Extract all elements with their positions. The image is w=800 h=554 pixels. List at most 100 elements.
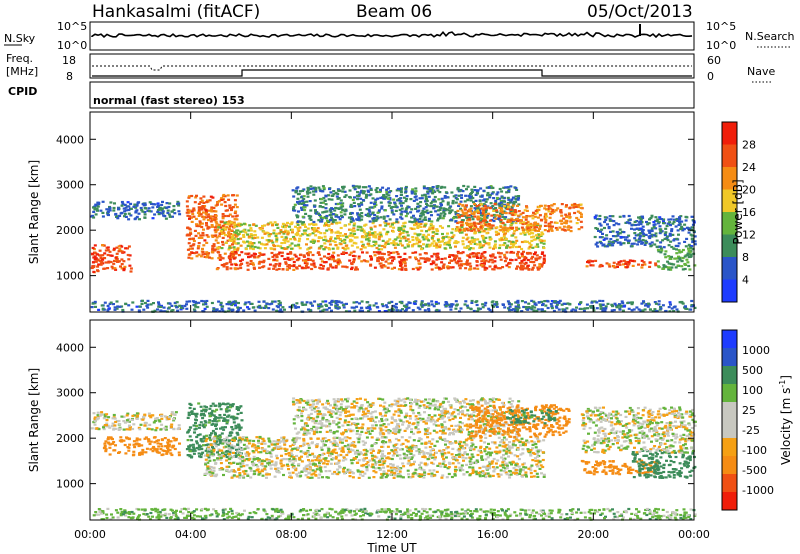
heatmap-cell bbox=[405, 195, 409, 198]
heatmap-cell bbox=[217, 257, 221, 260]
heatmap-cell bbox=[652, 221, 656, 224]
heatmap-cell bbox=[618, 307, 622, 310]
heatmap-cell bbox=[502, 210, 506, 213]
heatmap-cell bbox=[412, 190, 416, 193]
heatmap-cell bbox=[536, 245, 540, 248]
heatmap-cell bbox=[334, 191, 338, 194]
heatmap-cell bbox=[387, 262, 391, 265]
heatmap-cell bbox=[515, 228, 519, 232]
heatmap-cell bbox=[489, 254, 493, 257]
heatmap-cell bbox=[427, 307, 431, 311]
heatmap-cell bbox=[530, 268, 534, 271]
heatmap-cell bbox=[624, 262, 628, 265]
heatmap-cell bbox=[491, 474, 495, 477]
heatmap-cell bbox=[493, 256, 497, 259]
heatmap-cell bbox=[313, 240, 316, 243]
heatmap-cell bbox=[349, 232, 353, 235]
heatmap-cell bbox=[462, 213, 466, 216]
heatmap-cell bbox=[510, 250, 514, 254]
heatmap-cell bbox=[313, 265, 317, 269]
heatmap-cell bbox=[603, 216, 607, 219]
heatmap-cell bbox=[351, 219, 355, 222]
heatmap-cell bbox=[490, 301, 494, 304]
heatmap-cell bbox=[558, 299, 562, 302]
heatmap-cell bbox=[399, 226, 403, 230]
heatmap-cell bbox=[138, 218, 141, 221]
heatmap-cell bbox=[420, 194, 424, 197]
heatmap-cell bbox=[274, 253, 278, 256]
heatmap-cell bbox=[136, 201, 140, 204]
heatmap-cell bbox=[363, 224, 367, 227]
heatmap-cell bbox=[690, 299, 694, 303]
heatmap-cell bbox=[146, 306, 150, 309]
heatmap-cell bbox=[371, 211, 375, 214]
heatmap-cell bbox=[685, 258, 689, 261]
heatmap-cell bbox=[147, 207, 151, 210]
heatmap-cell bbox=[478, 242, 482, 245]
heatmap-cell bbox=[294, 225, 297, 228]
heatmap-cell bbox=[133, 446, 137, 449]
heatmap-cell bbox=[463, 303, 467, 306]
heatmap-cell bbox=[200, 299, 204, 303]
heatmap-cell bbox=[499, 258, 503, 261]
heatmap-cell bbox=[595, 307, 599, 310]
heatmap-cell bbox=[549, 227, 553, 230]
heatmap-cell bbox=[436, 239, 440, 242]
heatmap-cell bbox=[129, 270, 133, 273]
heatmap-cell bbox=[564, 221, 567, 224]
heatmap-cell bbox=[316, 303, 320, 306]
heatmap-cell bbox=[240, 251, 244, 254]
heatmap-cell bbox=[216, 246, 220, 249]
heatmap-cell bbox=[336, 307, 340, 310]
heatmap-cell bbox=[239, 447, 243, 450]
heatmap-cell bbox=[681, 268, 685, 271]
heatmap-cell bbox=[562, 302, 566, 305]
heatmap-cell bbox=[200, 409, 204, 412]
heatmap-cell bbox=[367, 239, 371, 242]
heatmap-cell bbox=[442, 263, 446, 266]
heatmap-cell bbox=[690, 245, 694, 248]
heatmap-cell bbox=[307, 254, 310, 257]
heatmap-cell bbox=[670, 229, 674, 233]
heatmap-cell bbox=[527, 306, 531, 309]
heatmap-cell bbox=[242, 465, 246, 468]
heatmap-cell bbox=[606, 302, 610, 305]
y-tick-label: 2000 bbox=[56, 224, 84, 237]
heatmap-cell bbox=[342, 251, 346, 254]
heatmap-cell bbox=[679, 227, 683, 231]
heatmap-cell bbox=[680, 301, 684, 304]
heatmap-cell bbox=[156, 308, 159, 311]
heatmap-cell bbox=[349, 251, 353, 254]
heatmap-cell bbox=[194, 196, 198, 199]
heatmap-cell bbox=[546, 230, 550, 233]
heatmap-cell bbox=[534, 221, 537, 224]
heatmap-cell bbox=[426, 204, 429, 207]
heatmap-cell bbox=[455, 304, 458, 307]
heatmap-cell bbox=[165, 202, 169, 205]
heatmap-cell bbox=[191, 443, 195, 446]
heatmap-cell bbox=[406, 238, 410, 241]
heatmap-cell bbox=[135, 417, 139, 420]
heatmap-cell bbox=[110, 265, 114, 268]
heatmap-cell bbox=[308, 191, 312, 194]
heatmap-cell bbox=[476, 217, 480, 220]
heatmap-cell bbox=[391, 259, 394, 262]
heatmap-cell bbox=[490, 258, 494, 261]
heatmap-cell bbox=[510, 223, 513, 226]
heatmap-cell bbox=[138, 452, 142, 455]
heatmap-cell bbox=[401, 201, 405, 205]
heatmap-cell bbox=[358, 208, 362, 211]
heatmap-cell bbox=[506, 202, 510, 205]
heatmap-cell bbox=[465, 238, 469, 241]
heatmap-cell bbox=[179, 308, 183, 311]
heatmap-cell bbox=[195, 251, 199, 254]
heatmap-cell bbox=[164, 428, 168, 431]
heatmap-cell bbox=[509, 185, 513, 188]
heatmap-cell bbox=[350, 233, 354, 236]
heatmap-cell bbox=[386, 242, 390, 245]
heatmap-cell bbox=[273, 248, 277, 251]
heatmap-cell bbox=[288, 244, 292, 247]
heatmap-cell bbox=[448, 305, 452, 308]
heatmap-cell bbox=[250, 243, 254, 246]
heatmap-cell bbox=[201, 231, 205, 235]
